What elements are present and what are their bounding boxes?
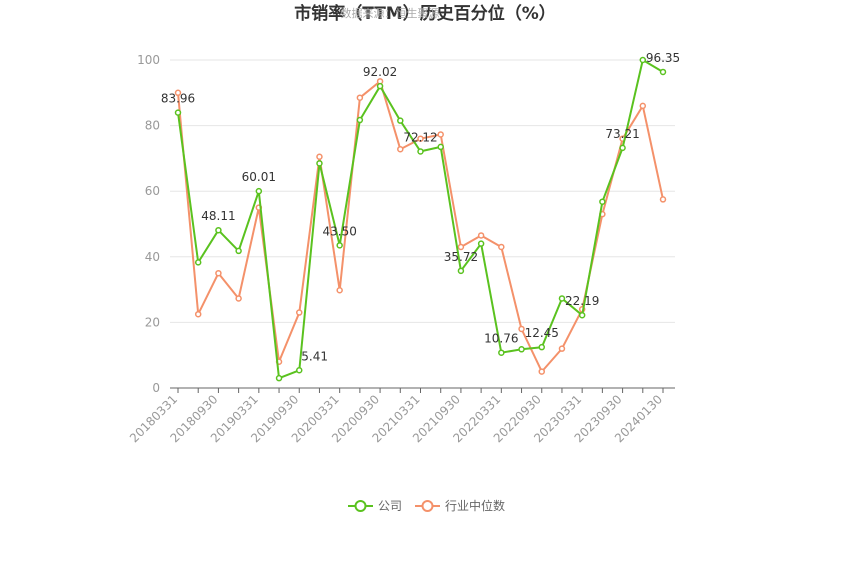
data-point (215, 269, 222, 277)
data-point (275, 374, 283, 382)
data-point (477, 232, 485, 239)
data-point (296, 309, 303, 316)
data-point (538, 343, 545, 351)
legend-label: 公司 (378, 499, 402, 513)
data-point (376, 82, 384, 90)
y-tick-label: 0 (152, 381, 160, 395)
data-point (639, 56, 647, 64)
data-point (356, 94, 364, 101)
data-point (215, 226, 222, 234)
data-point (659, 68, 667, 76)
data-label: 92.02 (363, 65, 397, 79)
y-tick-label: 60 (145, 184, 160, 198)
data-point (498, 349, 505, 356)
data-point (255, 187, 263, 195)
grid (170, 59, 675, 323)
data-point (578, 311, 586, 319)
legend-swatch-marker (421, 500, 434, 512)
data-label: 22.19 (565, 294, 599, 308)
y-tick-label: 40 (145, 250, 160, 264)
data-point (174, 89, 182, 97)
series-line-0 (177, 59, 664, 380)
data-point (457, 243, 465, 251)
y-tick-label: 20 (145, 315, 160, 329)
data-point (437, 131, 444, 138)
data-point (417, 135, 424, 142)
axes: 0204060801002018033120180930201903312019… (127, 53, 675, 445)
data-label: 72.12 (403, 130, 437, 144)
legend: 公司 行业中位数 (348, 498, 505, 513)
data-point (518, 346, 525, 353)
data-point (538, 368, 545, 375)
data-point (558, 295, 566, 302)
data-point (316, 153, 323, 161)
data-point (174, 109, 182, 116)
data-point (599, 198, 606, 205)
data-label: 43.50 (322, 224, 356, 238)
data-point (235, 295, 242, 302)
data-point (316, 160, 323, 167)
data-label: 83.96 (161, 92, 195, 106)
data-point (397, 117, 404, 124)
data-label: 35.72 (444, 250, 478, 264)
data-label: 96.35 (646, 51, 680, 65)
data-point (477, 240, 485, 247)
data-point (457, 267, 465, 275)
series (174, 56, 667, 382)
data-label: 73.21 (605, 127, 639, 141)
y-tick-label: 80 (145, 119, 160, 133)
data-point (639, 102, 647, 110)
data-point (518, 325, 525, 333)
data-label: 12.45 (525, 326, 559, 340)
data-label: 10.76 (484, 332, 518, 346)
data-point (296, 367, 303, 374)
data-label: 5.41 (301, 349, 328, 363)
chart-title: 市销率（TTM）历史百分位（%） (294, 3, 556, 24)
data-point (194, 259, 202, 266)
data-point (194, 310, 202, 318)
data-point (437, 143, 444, 151)
legend-swatch-marker (354, 500, 367, 512)
data-point (336, 287, 343, 294)
data-labels: 83.96 48.11 60.01 5.41 43.50 92.02 72.12 35.72 1… (161, 51, 680, 363)
series-line-1 (177, 80, 664, 373)
data-point (397, 145, 404, 153)
legend-item: 公司 (348, 499, 402, 513)
data-point (558, 345, 566, 352)
data-point (659, 196, 667, 203)
legend-item: 行业中位数 (415, 498, 505, 513)
data-point (619, 144, 626, 152)
data-point (417, 148, 424, 155)
data-point (235, 247, 242, 255)
y-tick-label: 100 (137, 53, 160, 67)
watermark: 数据来源：恒生聚源 (341, 6, 440, 20)
data-label: 60.01 (242, 170, 276, 184)
data-point (356, 116, 364, 124)
data-label: 48.11 (201, 209, 235, 223)
legend-label: 行业中位数 (445, 498, 505, 513)
data-point (498, 243, 505, 251)
data-point (336, 242, 343, 249)
